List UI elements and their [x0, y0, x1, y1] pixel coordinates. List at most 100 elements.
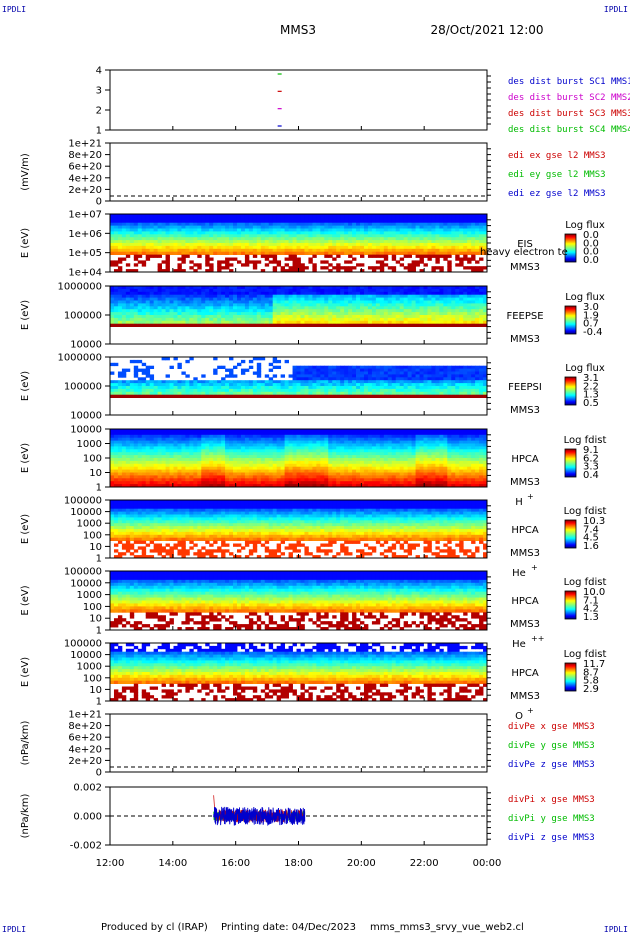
- spectrogram-cell: [316, 374, 321, 378]
- spectrogram-cell: [316, 248, 321, 253]
- spectrogram-cell: [276, 440, 282, 444]
- spectrogram-cell: [129, 245, 135, 250]
- spectrogram-cell: [383, 309, 389, 313]
- spectrogram-cell: [395, 216, 401, 221]
- spectrogram-cell: [292, 237, 297, 241]
- spectrogram-cell: [439, 243, 444, 247]
- spectrogram-cell: [129, 386, 135, 390]
- spectrogram-cell: [240, 386, 246, 390]
- spectrogram-cell: [264, 391, 270, 396]
- spectrogram-cell: [193, 269, 198, 273]
- spectrogram-cell: [177, 317, 182, 322]
- spectrogram-cell: [324, 254, 329, 258]
- spectrogram-cell: [272, 288, 278, 293]
- spectrogram-cell: [308, 251, 313, 255]
- spectrogram-cell: [451, 300, 456, 304]
- spectrogram-cell: [177, 472, 182, 476]
- spectrogram-cell: [260, 484, 266, 488]
- spectrogram-cell: [352, 228, 357, 232]
- spectrogram-cell: [133, 394, 139, 398]
- spectrogram-cell: [252, 478, 258, 482]
- spectrogram-cell: [236, 460, 242, 465]
- spectrogram-cell: [145, 455, 151, 459]
- spectrogram-cell: [225, 429, 230, 433]
- spectrogram-cell: [419, 291, 424, 296]
- spectrogram-cell: [427, 231, 432, 235]
- spectrogram-cell: [149, 237, 155, 241]
- spectrogram-cell: [110, 251, 115, 255]
- spectrogram-cell: [447, 300, 452, 304]
- spectrogram-cell: [320, 234, 325, 238]
- spectrogram-cell: [403, 254, 409, 258]
- spectrogram-cell: [205, 225, 210, 229]
- spectrogram-cell: [423, 288, 428, 293]
- spectrogram-cell: [217, 391, 222, 396]
- spectrogram-cell: [356, 225, 361, 229]
- spectrogram-cell: [375, 388, 381, 393]
- spectrogram-cell: [193, 312, 198, 316]
- spectrogram-cell: [308, 234, 313, 238]
- spectrogram-cell: [145, 437, 151, 441]
- spectrogram-cell: [403, 317, 409, 322]
- spectrogram-cell: [268, 455, 274, 459]
- spectrogram-cell: [427, 251, 432, 255]
- spectrogram-cell: [110, 394, 115, 398]
- spectrogram-cell: [236, 383, 242, 387]
- spectrogram-cell: [479, 394, 484, 398]
- spectrogram-cell: [225, 458, 230, 462]
- spectrogram-cell: [419, 300, 424, 304]
- spectrogram-cell: [110, 429, 115, 433]
- spectrogram-cell: [467, 245, 472, 250]
- spectrogram-cell: [296, 219, 301, 224]
- spectrogram-cell: [443, 377, 448, 381]
- spectrogram-cell: [248, 219, 254, 224]
- spectrogram-cell: [141, 429, 147, 433]
- spectrogram-cell: [256, 214, 262, 218]
- spectrogram-cell: [252, 245, 258, 250]
- spectrogram-cell: [125, 222, 131, 226]
- spectrogram-cell: [113, 315, 119, 319]
- y-tick-label: 1e+06: [68, 229, 102, 240]
- spectrogram-cell: [244, 263, 250, 267]
- spectrogram-cell: [431, 297, 436, 301]
- spectrogram-cell: [276, 484, 282, 488]
- spectrogram-cell: [213, 248, 218, 253]
- spectrogram-cell: [193, 431, 198, 436]
- spectrogram-cell: [153, 286, 159, 290]
- spectrogram-cell: [292, 469, 297, 473]
- spectrogram-cell: [435, 245, 440, 250]
- spectrogram-cell: [161, 300, 166, 304]
- spectrogram-cell: [479, 237, 484, 241]
- spectrogram-cell: [324, 300, 329, 304]
- spectrogram-cell: [280, 269, 286, 273]
- spectrogram-cell: [367, 394, 373, 398]
- spectrogram-cell: [356, 377, 361, 381]
- spectrogram-cell: [332, 266, 337, 270]
- spectrogram-cell: [304, 309, 309, 313]
- spectrogram-cell: [173, 466, 178, 470]
- spectrogram-cell: [284, 222, 289, 226]
- spectrogram-cell: [292, 315, 297, 319]
- y-tick-label: 2: [96, 106, 102, 117]
- spectrogram-cell: [248, 237, 254, 241]
- spectrogram-cell: [443, 323, 448, 327]
- spectrogram-cell: [328, 386, 333, 390]
- spectrogram-cell: [141, 294, 147, 298]
- spectrogram-cell: [284, 303, 289, 307]
- spectrogram-cell: [177, 216, 182, 221]
- spectrogram-cell: [141, 216, 147, 221]
- spectrogram-cell: [288, 234, 293, 238]
- spectrogram-cell: [252, 303, 258, 307]
- spectrogram-cell: [348, 245, 353, 250]
- spectrogram-cell: [340, 391, 345, 396]
- spectrogram-cell: [475, 377, 480, 381]
- spectrogram-cell: [284, 240, 289, 244]
- spectrogram-cell: [399, 383, 405, 387]
- spectrogram-cell: [371, 234, 377, 238]
- spectrogram-cell: [483, 371, 488, 375]
- spectrogram-cell: [145, 291, 151, 296]
- spectrogram-cell: [137, 260, 143, 264]
- spectrogram-cell: [375, 231, 381, 235]
- spectrogram-cell: [332, 365, 337, 369]
- spectrogram-cell: [360, 263, 365, 267]
